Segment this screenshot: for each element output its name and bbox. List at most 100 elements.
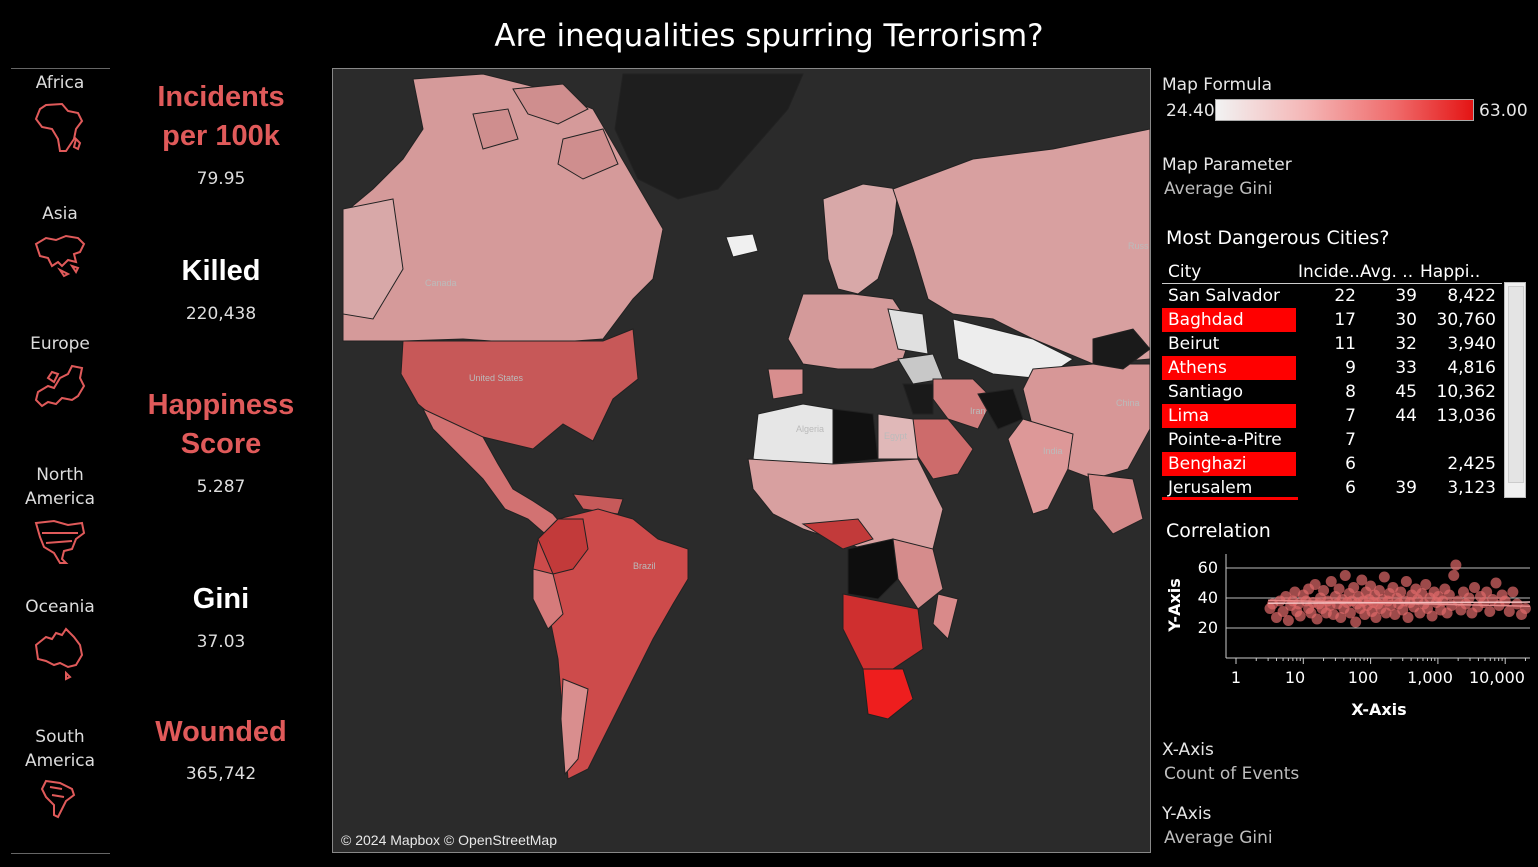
correlation-scatter[interactable]: 60 40 20 Y-Axis 1 10 100 1,000 10,000 X-… — [1160, 548, 1532, 723]
incidents-cell: 22 — [1334, 286, 1356, 306]
map-label-brazil: Brazil — [633, 561, 656, 571]
scatter-point[interactable] — [1426, 610, 1438, 622]
incidents-cell: 9 — [1345, 358, 1356, 378]
scatter-point[interactable] — [1309, 579, 1321, 590]
col-city[interactable]: City — [1168, 262, 1202, 282]
scatter-point[interactable] — [1344, 607, 1356, 619]
table-row[interactable]: Santiago 8 45 10,362 — [1162, 380, 1502, 404]
scatter-point[interactable] — [1463, 592, 1475, 604]
x-tick-10: 10 — [1285, 668, 1305, 687]
col-incidents[interactable]: Incide.. — [1298, 262, 1360, 282]
table-row[interactable]: Baghdad 17 30 30,760 — [1162, 308, 1502, 332]
map-label-algeria: Algeria — [796, 424, 824, 434]
scatter-point[interactable] — [1318, 585, 1330, 596]
scatter-point[interactable] — [1519, 603, 1531, 614]
map-parameter-label: Map Parameter — [1162, 155, 1292, 175]
avg-cell: 32 — [1395, 334, 1417, 354]
region-label: North America — [24, 465, 96, 509]
scatter-point[interactable] — [1373, 585, 1385, 596]
oceania-outline-icon — [34, 627, 84, 681]
scrollbar-thumb[interactable] — [1508, 286, 1524, 483]
table-row[interactable]: Jerusalem 6 39 3,123 — [1162, 476, 1502, 500]
region-north-america[interactable]: North America — [10, 463, 110, 565]
region-label: Africa — [35, 73, 85, 93]
scatter-point[interactable] — [1400, 576, 1412, 587]
scatter-point[interactable] — [1365, 580, 1377, 592]
scatter-point[interactable] — [1289, 586, 1301, 598]
col-avg[interactable]: Avg. .. — [1360, 262, 1414, 282]
x-tick-10000: 10,000 — [1469, 668, 1525, 687]
legend-title: Map Formula — [1162, 75, 1273, 95]
city-cell: Benghazi — [1162, 452, 1296, 476]
scatter-point[interactable] — [1402, 612, 1414, 623]
choropleth-map[interactable]: Canada United States Brazil Algeria Egyp… — [333, 69, 1150, 852]
map-label-egypt: Egypt — [884, 431, 908, 441]
scatter-point[interactable] — [1333, 583, 1345, 595]
scatter-point[interactable] — [1294, 610, 1306, 622]
dashboard-title: Are inequalities spurring Terrorism? — [494, 18, 1044, 54]
region-africa[interactable]: Africa — [10, 71, 110, 155]
region-europe[interactable]: Europe — [10, 332, 110, 412]
y-axis-label: Y-Axis — [1165, 578, 1184, 633]
scatter-point[interactable] — [1335, 612, 1347, 623]
country-mongolia — [1092, 328, 1150, 370]
cities-table[interactable]: City Incide.. Avg. .. Happi.. San Salvad… — [1162, 260, 1502, 500]
city-cell: Pointe-a-Pitre — [1168, 430, 1282, 450]
scatter-point[interactable] — [1450, 559, 1462, 571]
color-legend-bar — [1215, 99, 1474, 121]
table-row[interactable]: Pointe-a-Pitre 7 — [1162, 428, 1502, 452]
scatter-point[interactable] — [1420, 579, 1432, 590]
scatter-point[interactable] — [1490, 577, 1502, 589]
north-america-outline-icon — [34, 519, 86, 564]
scatter-point[interactable] — [1395, 586, 1407, 598]
scatter-point[interactable] — [1378, 571, 1390, 583]
region-asia[interactable]: Asia — [10, 202, 110, 280]
x-tick-100: 100 — [1348, 668, 1379, 687]
scatter-point[interactable] — [1277, 606, 1289, 617]
scatter-point[interactable] — [1339, 570, 1351, 581]
country-algeria — [752, 403, 834, 470]
happi-cell: 10,362 — [1436, 382, 1496, 402]
col-happi[interactable]: Happi.. — [1420, 262, 1481, 282]
x-axis-param-value[interactable]: Count of Events — [1164, 764, 1300, 784]
kpi-killed-value: 220,438 — [185, 304, 257, 324]
world-map[interactable]: Canada United States Brazil Algeria Egyp… — [332, 68, 1151, 853]
scatter-point[interactable] — [1443, 589, 1455, 601]
kpi-incidents-title: Incidents per 100k — [157, 81, 285, 152]
city-cell: Santiago — [1168, 382, 1243, 402]
scatter-point[interactable] — [1469, 582, 1481, 593]
scatter-point[interactable] — [1311, 613, 1323, 625]
scatter-point[interactable] — [1448, 570, 1460, 581]
country-spain — [767, 368, 804, 400]
kpi-happiness-title: Happiness Score — [147, 389, 295, 460]
table-row[interactable]: San Salvador 22 39 8,422 — [1162, 284, 1502, 308]
table-row[interactable]: Benghazi 6 2,425 — [1162, 452, 1502, 476]
country-se-asia — [1087, 473, 1144, 535]
scatter-point[interactable] — [1503, 606, 1515, 617]
y-axis-param-value[interactable]: Average Gini — [1164, 828, 1273, 848]
scatter-point[interactable] — [1507, 586, 1519, 598]
scatter-point[interactable] — [1356, 574, 1368, 586]
trend-line — [1268, 601, 1531, 604]
scatter-point[interactable] — [1481, 586, 1493, 598]
scatter-point[interactable] — [1348, 582, 1360, 593]
table-row[interactable]: Athens 9 33 4,816 — [1162, 356, 1502, 380]
map-attribution[interactable]: © 2024 Mapbox © OpenStreetMap — [341, 832, 557, 848]
region-south-america[interactable]: South America — [10, 725, 110, 819]
incidents-cell: 6 — [1345, 478, 1356, 498]
scatter-point[interactable] — [1350, 616, 1362, 628]
table-row[interactable]: Beirut 11 32 3,940 — [1162, 332, 1502, 356]
map-parameter-value[interactable]: Average Gini — [1164, 179, 1273, 199]
scatter-point[interactable] — [1370, 612, 1382, 623]
table-scrollbar[interactable] — [1504, 282, 1526, 498]
table-row[interactable]: Lima 7 44 13,036 — [1162, 404, 1502, 428]
scatter-point[interactable] — [1325, 576, 1337, 587]
region-label: Europe — [30, 334, 90, 354]
bottom-divider — [11, 853, 110, 854]
scatter-point[interactable] — [1499, 595, 1511, 607]
scatter-point[interactable] — [1282, 615, 1294, 626]
scatter-point[interactable] — [1484, 606, 1496, 617]
region-oceania[interactable]: Oceania — [10, 595, 110, 681]
kpi-gini-value: 37.03 — [196, 632, 246, 652]
y-axis-param-label: Y-Axis — [1162, 804, 1212, 824]
